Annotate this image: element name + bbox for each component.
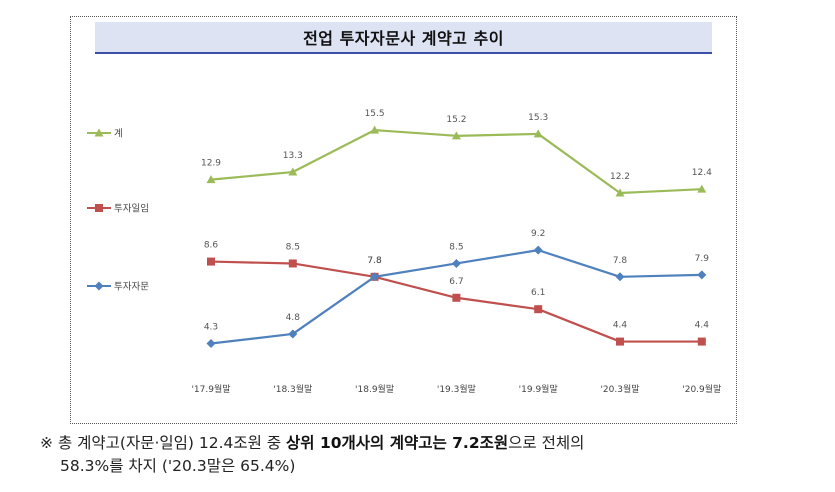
data-point (533, 129, 543, 138)
data-label: 8.6 (204, 241, 219, 251)
data-point (370, 125, 380, 134)
data-label: 6.1 (531, 288, 545, 298)
chart-frame (70, 16, 737, 424)
chart-title: 전업 투자자문사 계약고 추이 (95, 22, 712, 54)
data-point (616, 337, 624, 346)
legend-entry: 투자자문 (114, 282, 149, 293)
x-tick-label: '18.3월말 (273, 383, 312, 395)
data-point (288, 167, 298, 176)
data-point (615, 272, 625, 282)
data-point (615, 188, 625, 197)
data-label: 8.5 (449, 242, 463, 252)
data-point (288, 329, 298, 339)
footnote: ※ 총 계약고(자문·일임) 12.4조원 중 상위 10개사의 계약고는 7.… (40, 432, 820, 478)
data-label: 7.8 (613, 256, 628, 266)
data-label: 12.2 (610, 172, 630, 182)
data-label: 4.4 (613, 321, 628, 331)
legend-marker (95, 204, 103, 212)
data-label: 7.9 (695, 254, 710, 264)
footnote-text-2: 으로 전체의 (508, 434, 585, 452)
footnote-text-1: 총 계약고(자문·일임) 12.4조원 중 (57, 434, 287, 452)
x-tick-label: '17.9월말 (191, 383, 230, 395)
legend-entry: 투자일임 (114, 203, 149, 215)
reference-mark: ※ (40, 434, 53, 452)
legend-marker (94, 128, 104, 137)
data-label: 8.5 (286, 242, 300, 252)
data-label: 4.4 (695, 321, 710, 331)
data-label: 7.8 (367, 256, 382, 266)
data-label: 6.7 (449, 277, 463, 287)
data-point (370, 272, 380, 282)
data-label: 12.9 (201, 159, 221, 169)
data-label: 7.8 (367, 256, 382, 266)
data-label: 15.5 (365, 109, 385, 119)
data-label: 13.3 (283, 151, 303, 161)
data-label: 4.3 (204, 322, 218, 332)
data-point (451, 258, 461, 268)
data-point (697, 337, 706, 346)
x-tick-label: '20.9월말 (682, 383, 721, 395)
legend-entry: 계 (114, 128, 123, 140)
data-point (451, 131, 461, 140)
data-point (206, 175, 216, 184)
data-point (534, 305, 543, 314)
x-tick-label: '19.3월말 (437, 383, 476, 395)
footnote-emphasis: 상위 10개사의 계약고는 7.2조원 (286, 434, 509, 452)
data-label: 4.8 (286, 313, 301, 323)
legend-marker (94, 281, 104, 291)
x-tick-label: '18.9월말 (355, 383, 394, 395)
data-label: 9.2 (531, 229, 545, 239)
data-point (206, 338, 216, 348)
data-label: 15.2 (446, 115, 466, 125)
data-point (697, 184, 707, 193)
x-tick-label: '19.9월말 (519, 383, 558, 395)
data-point (288, 259, 297, 268)
data-label: 12.4 (692, 168, 712, 178)
data-label: 15.3 (528, 113, 548, 123)
x-tick-label: '20.3월말 (600, 383, 639, 395)
data-point (697, 270, 707, 280)
data-point (207, 257, 215, 266)
series-line-0 (210, 129, 702, 195)
data-point (452, 293, 461, 302)
footnote-line-2: 58.3%를 차지 ('20.3말은 65.4%) (60, 457, 296, 475)
data-point (533, 245, 543, 255)
